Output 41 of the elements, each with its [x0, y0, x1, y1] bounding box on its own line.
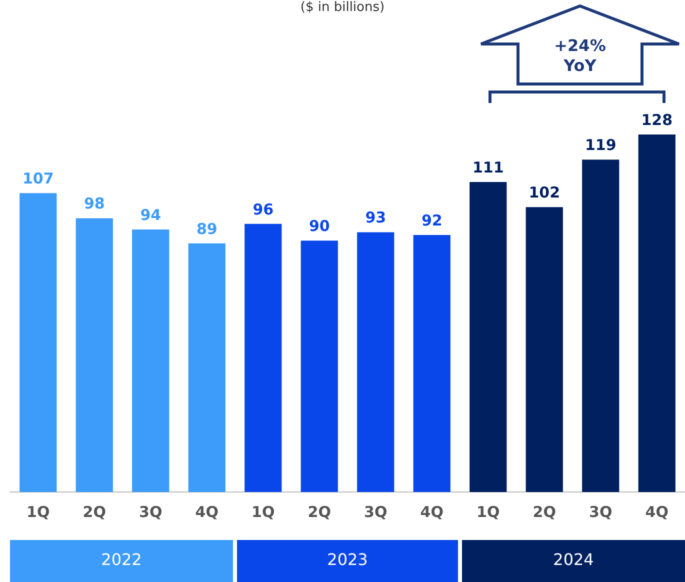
x-tick-label: 3Q — [589, 502, 612, 521]
data-label: 94 — [140, 206, 162, 224]
bar — [20, 193, 57, 492]
x-tick-label: 1Q — [26, 502, 50, 521]
bar — [470, 182, 507, 492]
text: 2024 — [553, 550, 594, 570]
bar — [357, 232, 394, 492]
x-tick-label: 4Q — [420, 502, 444, 521]
x-tick-label: 2Q — [82, 502, 106, 521]
x-tick-label: 3Q — [139, 502, 162, 521]
data-label: 107 — [22, 170, 54, 188]
data-label: 119 — [584, 136, 616, 154]
x-tick-label: 2Q — [308, 502, 331, 521]
bar — [76, 218, 113, 492]
text: 2023 — [327, 550, 368, 570]
text: 2022 — [101, 550, 142, 570]
x-tick-label: 1Q — [252, 502, 275, 521]
bar — [413, 235, 450, 492]
x-tick-label: 4Q — [645, 502, 668, 521]
data-label: 96 — [252, 200, 274, 218]
bar — [582, 160, 620, 492]
data-label: 90 — [308, 217, 330, 236]
bar — [188, 243, 226, 492]
data-label: 102 — [528, 184, 560, 202]
bar — [638, 134, 676, 492]
x-tick-label: 3Q — [364, 502, 388, 521]
x-tick-label: 1Q — [476, 502, 500, 521]
bar — [244, 224, 282, 492]
data-label: 92 — [421, 211, 442, 230]
data-label: 93 — [365, 208, 386, 227]
data-label: 128 — [641, 110, 673, 129]
chart-title: ($ in billions) — [299, 0, 386, 15]
bar — [300, 240, 338, 492]
bar — [132, 229, 170, 492]
text: +24% YoY — [553, 36, 607, 76]
x-tick-label: 4Q — [195, 502, 218, 521]
data-label: 98 — [84, 194, 105, 213]
x-tick-label: 2Q — [532, 502, 556, 521]
data-label: 111 — [472, 158, 504, 176]
bar — [526, 207, 563, 492]
data-label: 89 — [196, 220, 218, 238]
